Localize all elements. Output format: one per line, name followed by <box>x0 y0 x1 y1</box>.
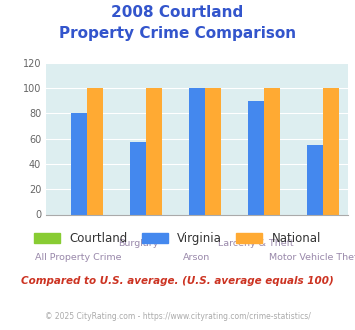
Text: Burglary: Burglary <box>118 240 158 248</box>
Bar <box>130 143 146 214</box>
Text: Arson: Arson <box>184 253 211 262</box>
Bar <box>323 88 339 214</box>
Bar <box>307 145 323 214</box>
Bar <box>146 88 162 214</box>
Text: Larceny & Theft: Larceny & Theft <box>218 240 294 248</box>
Text: © 2025 CityRating.com - https://www.cityrating.com/crime-statistics/: © 2025 CityRating.com - https://www.city… <box>45 312 310 321</box>
Text: Motor Vehicle Theft: Motor Vehicle Theft <box>269 253 355 262</box>
Bar <box>71 113 87 214</box>
Text: 2008 Courtland: 2008 Courtland <box>111 5 244 20</box>
Legend: Courtland, Virginia, National: Courtland, Virginia, National <box>29 227 326 250</box>
Text: Compared to U.S. average. (U.S. average equals 100): Compared to U.S. average. (U.S. average … <box>21 276 334 285</box>
Bar <box>87 88 103 214</box>
Text: Property Crime Comparison: Property Crime Comparison <box>59 26 296 41</box>
Text: All Property Crime: All Property Crime <box>36 253 122 262</box>
Bar <box>248 101 264 214</box>
Bar <box>189 88 205 214</box>
Bar <box>264 88 280 214</box>
Bar <box>205 88 221 214</box>
